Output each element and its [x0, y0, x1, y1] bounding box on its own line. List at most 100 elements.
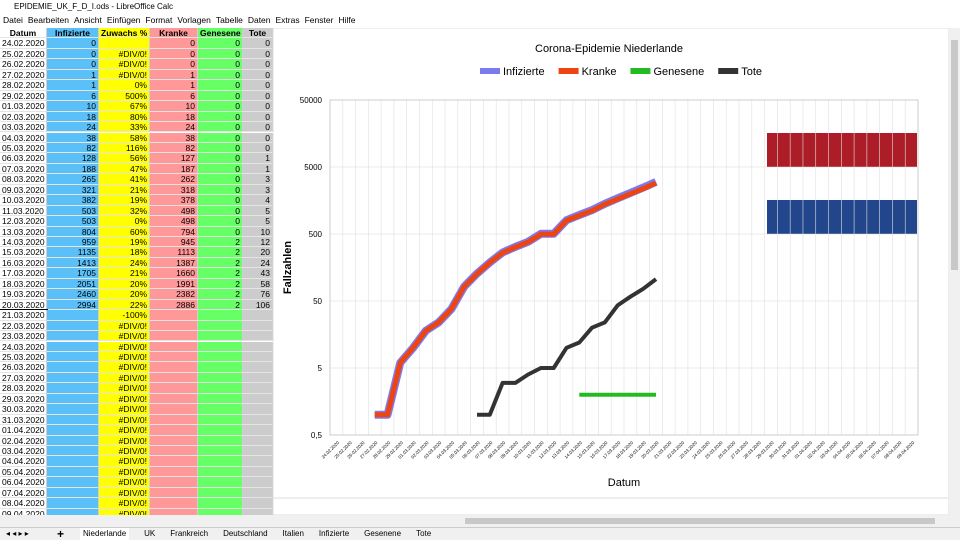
cell[interactable] [47, 372, 99, 384]
cell[interactable] [47, 393, 99, 405]
cell[interactable] [150, 487, 198, 499]
cell[interactable] [198, 487, 243, 499]
cell[interactable]: 01.03.2020 [0, 101, 47, 112]
cell[interactable]: 24% [99, 257, 150, 269]
cell[interactable] [243, 466, 273, 478]
cell[interactable]: 76 [243, 289, 273, 300]
cell[interactable]: 07.04.2020 [0, 487, 47, 499]
cell[interactable] [198, 351, 243, 363]
cell[interactable]: #DIV/0! [99, 331, 150, 342]
cell[interactable]: 24 [243, 257, 273, 269]
cell[interactable]: 08.04.2020 [0, 498, 47, 509]
cell[interactable]: 20 [243, 247, 273, 258]
cell[interactable]: 56% [99, 153, 150, 164]
cell[interactable]: 18.03.2020 [0, 278, 47, 290]
cell[interactable]: 15.03.2020 [0, 247, 47, 258]
cell[interactable]: 3 [243, 184, 273, 196]
cell[interactable] [243, 498, 273, 509]
cell[interactable]: 2 [198, 268, 243, 279]
cell[interactable]: 0 [198, 90, 243, 102]
cell[interactable]: 0 [243, 38, 273, 49]
cell[interactable]: 0 [198, 174, 243, 185]
cell[interactable]: 2886 [150, 299, 198, 311]
menu-item[interactable]: Einfügen [106, 15, 141, 25]
cell[interactable] [243, 341, 273, 352]
cell[interactable]: 27.03.2020 [0, 372, 47, 384]
cell[interactable]: 187 [150, 163, 198, 175]
cell[interactable]: 25.02.2020 [0, 48, 47, 60]
cell[interactable]: 0 [198, 216, 243, 227]
cell[interactable]: 500% [99, 90, 150, 102]
cell[interactable] [150, 446, 198, 457]
cell[interactable]: 1135 [47, 247, 99, 258]
cell[interactable]: 18 [150, 111, 198, 123]
cell[interactable] [243, 362, 273, 373]
cell[interactable] [243, 456, 273, 467]
cell[interactable]: 959 [47, 237, 99, 248]
menu-item[interactable]: Datei [3, 15, 23, 25]
cell[interactable]: 02.04.2020 [0, 435, 47, 446]
cell[interactable] [150, 372, 198, 384]
cell[interactable] [47, 362, 99, 373]
cell[interactable]: 22% [99, 299, 150, 311]
cell[interactable]: #DIV/0! [99, 69, 150, 81]
cell[interactable] [198, 466, 243, 478]
cell[interactable]: 265 [47, 174, 99, 185]
cell[interactable] [243, 331, 273, 342]
cell[interactable]: 503 [47, 216, 99, 227]
cell[interactable]: 0 [198, 142, 243, 154]
cell[interactable]: 32% [99, 205, 150, 217]
cell[interactable]: 0 [198, 80, 243, 91]
cell[interactable]: 0 [150, 59, 198, 70]
cell[interactable]: 26.02.2020 [0, 59, 47, 70]
cell[interactable]: 11.03.2020 [0, 205, 47, 217]
cell[interactable]: 1 [47, 69, 99, 81]
cell[interactable] [150, 435, 198, 446]
sheet-tab[interactable]: Infizierte [318, 529, 350, 538]
cell[interactable]: 29.02.2020 [0, 90, 47, 102]
cell[interactable]: #DIV/0! [99, 362, 150, 373]
cell[interactable] [150, 383, 198, 394]
cell[interactable]: 2 [198, 289, 243, 300]
cell[interactable]: 321 [47, 184, 99, 196]
cell[interactable]: 24.03.2020 [0, 341, 47, 352]
cell[interactable] [150, 466, 198, 478]
cell[interactable]: 5 [243, 216, 273, 227]
cell[interactable]: 0 [243, 122, 273, 133]
cell[interactable]: #DIV/0! [99, 435, 150, 446]
cell[interactable]: 5 [243, 205, 273, 217]
cell[interactable] [198, 341, 243, 352]
cell[interactable]: 262 [150, 174, 198, 185]
cell[interactable]: 18% [99, 247, 150, 258]
cell[interactable]: 1660 [150, 268, 198, 279]
cell[interactable]: 378 [150, 195, 198, 206]
cell[interactable]: 0 [243, 80, 273, 91]
cell[interactable]: -100% [99, 310, 150, 321]
cell[interactable]: 0 [243, 142, 273, 154]
cell[interactable]: 18 [47, 111, 99, 123]
cell[interactable]: 30.03.2020 [0, 404, 47, 415]
cell[interactable]: 0 [198, 69, 243, 81]
cell[interactable]: 0 [198, 132, 243, 143]
cell[interactable]: 0 [198, 163, 243, 175]
cell[interactable]: 0 [198, 101, 243, 112]
cell[interactable]: 0 [243, 69, 273, 81]
cell[interactable]: 0 [47, 48, 99, 60]
cell[interactable]: 0% [99, 80, 150, 91]
cell[interactable] [150, 320, 198, 332]
cell[interactable]: #DIV/0! [99, 466, 150, 478]
cell[interactable]: #DIV/0! [99, 414, 150, 426]
cell[interactable]: #DIV/0! [99, 341, 150, 352]
cell[interactable]: 10 [150, 101, 198, 112]
cell[interactable]: 20% [99, 278, 150, 290]
cell[interactable]: 318 [150, 184, 198, 196]
cell[interactable] [243, 446, 273, 457]
cell[interactable]: 0 [198, 48, 243, 60]
cell[interactable] [198, 404, 243, 415]
cell[interactable]: 0 [198, 38, 243, 49]
cell[interactable]: 2 [198, 237, 243, 248]
cell[interactable]: 1387 [150, 257, 198, 269]
cell[interactable]: 21% [99, 184, 150, 196]
cell[interactable]: 0% [99, 216, 150, 227]
cell[interactable]: 0 [47, 38, 99, 49]
